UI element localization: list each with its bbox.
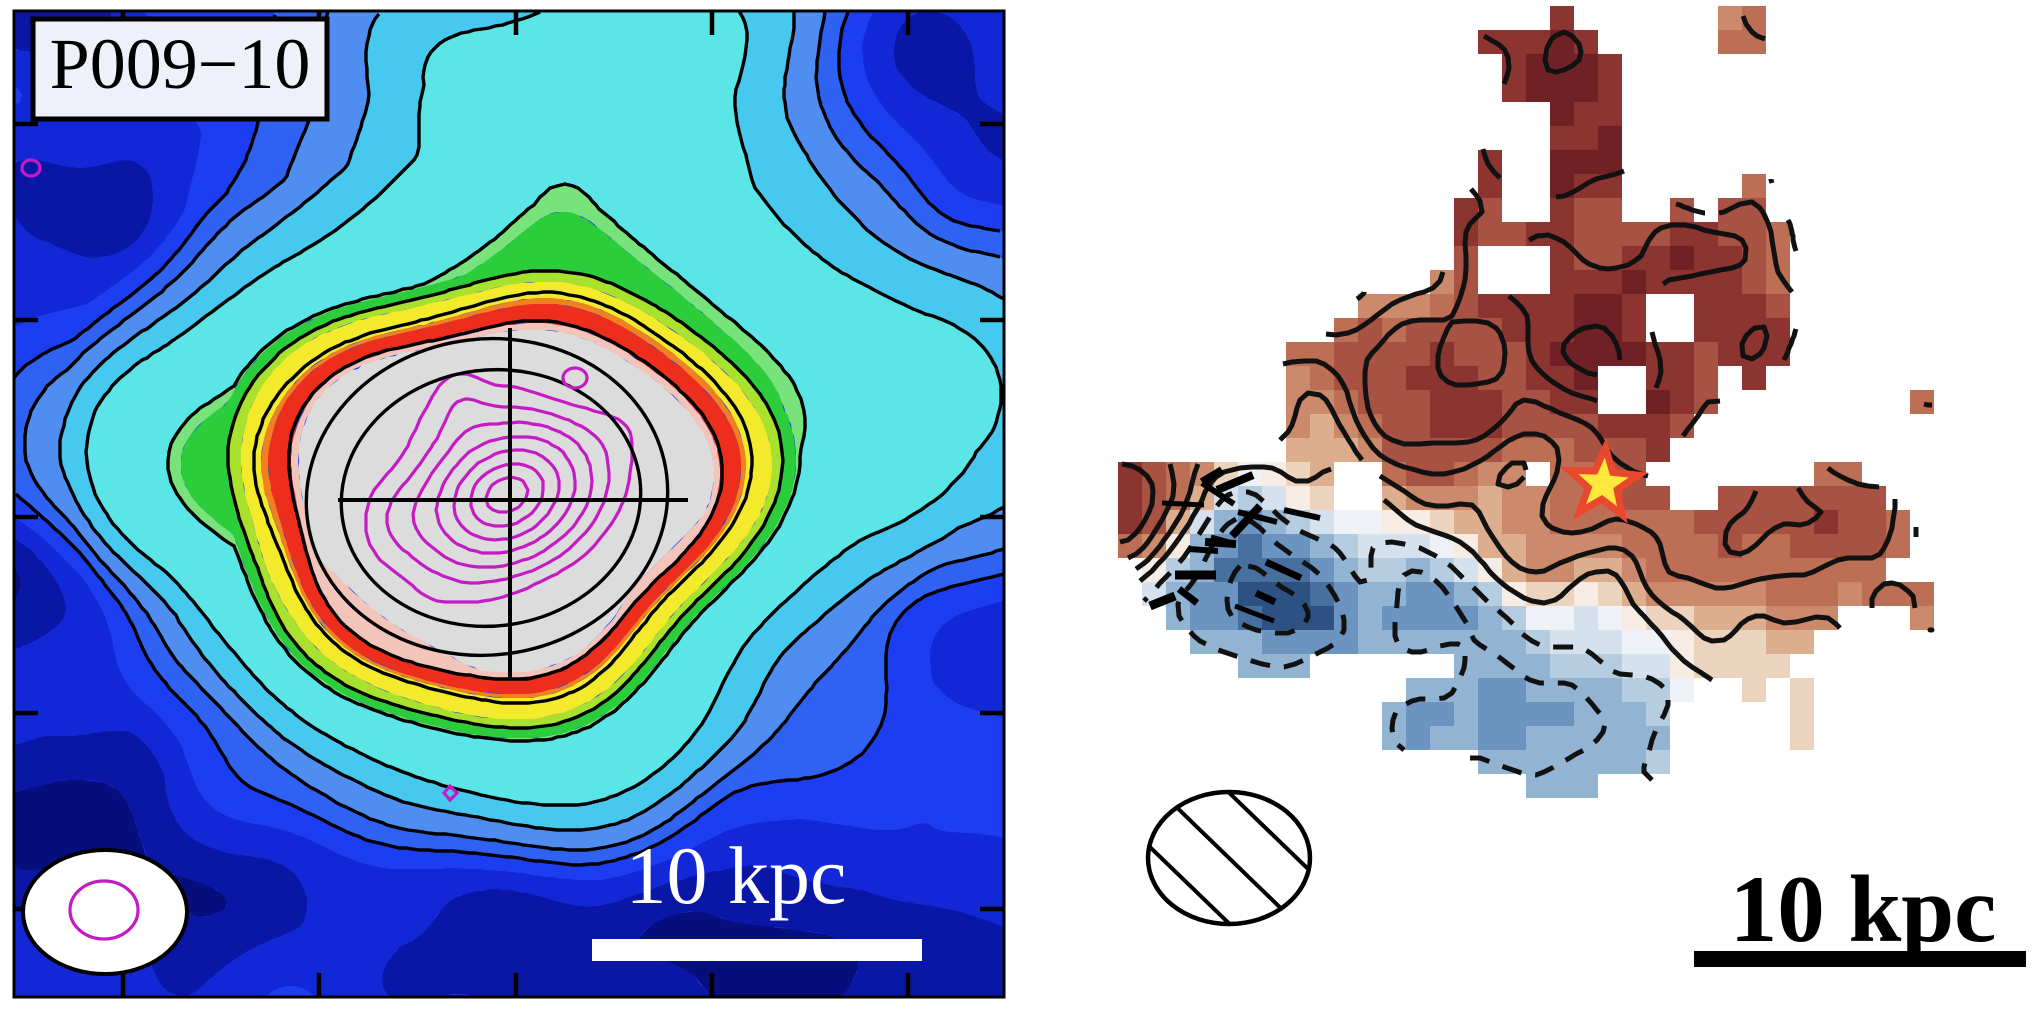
svg-text:10 kpc: 10 kpc [626, 830, 847, 921]
svg-text:P009−10: P009−10 [50, 24, 311, 104]
svg-text:10 kpc: 10 kpc [1730, 856, 1997, 962]
